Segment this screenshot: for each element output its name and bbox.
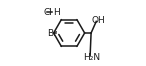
Text: Br: Br [47,29,57,37]
Text: H₂N: H₂N [83,53,100,62]
Text: Cl: Cl [43,8,52,17]
Text: H: H [53,8,60,17]
Text: OH: OH [92,16,106,25]
